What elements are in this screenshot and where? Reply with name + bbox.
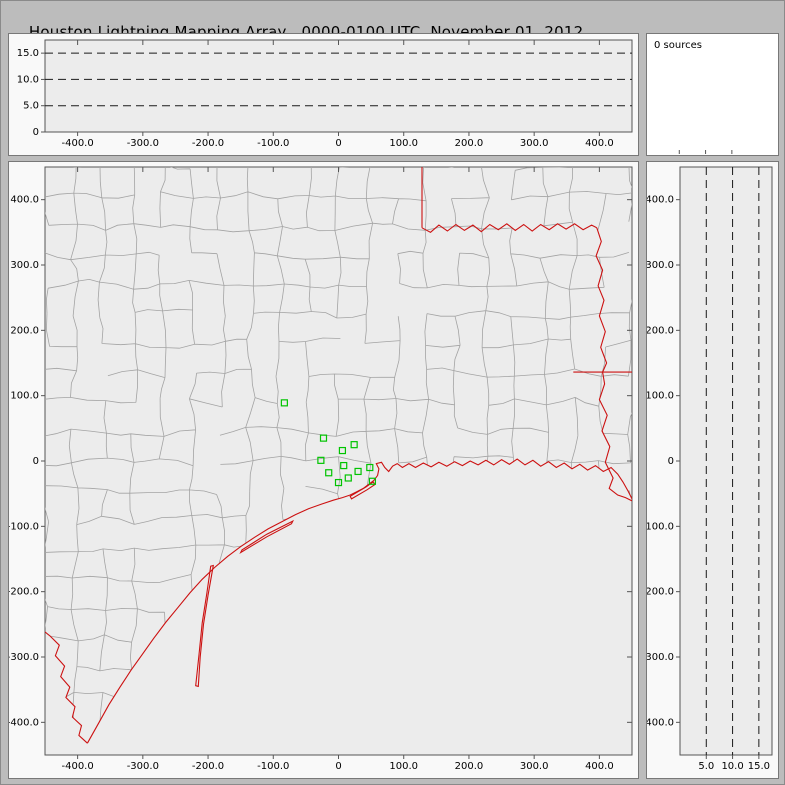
lma-station-marker xyxy=(338,446,347,455)
barrier-island xyxy=(195,564,214,688)
lma-station-marker xyxy=(368,477,377,485)
svg-text:-100.0: -100.0 xyxy=(257,761,289,772)
svg-text:-100.0: -100.0 xyxy=(257,138,289,149)
altitude-ns-panel[interactable]: 400.0 300.0 200.0 100.0 0 -100.0 -200.0 -300.0 -… xyxy=(646,161,779,779)
svg-text:10.0: 10.0 xyxy=(17,74,39,85)
svg-text:5.0: 5.0 xyxy=(698,761,714,772)
sources-panel: 0 sources xyxy=(646,33,779,156)
svg-text:0: 0 xyxy=(335,761,341,772)
sources-histogram[interactable] xyxy=(647,34,778,155)
plan-view-panel[interactable]: -400.0 -300.0 -200.0 -100.0 0 100.0 200.0 300.0… xyxy=(8,161,639,779)
svg-text:-200.0: -200.0 xyxy=(647,587,674,598)
svg-text:15.0: 15.0 xyxy=(748,761,770,772)
svg-text:-100.0: -100.0 xyxy=(9,521,39,532)
svg-text:0: 0 xyxy=(335,138,341,149)
svg-text:-300.0: -300.0 xyxy=(647,652,674,663)
svg-text:400.0: 400.0 xyxy=(585,761,614,772)
svg-text:200.0: 200.0 xyxy=(455,761,484,772)
svg-text:-400.0: -400.0 xyxy=(9,717,39,728)
svg-text:200.0: 200.0 xyxy=(455,138,484,149)
title-bar: Houston Lightning Mapping Array 0000-010… xyxy=(9,5,776,41)
lma-station-marker xyxy=(344,474,352,482)
svg-text:-300.0: -300.0 xyxy=(9,652,39,663)
plan-view-map[interactable]: -400.0 -300.0 -200.0 -100.0 0 100.0 200.0 300.0… xyxy=(9,162,638,778)
svg-text:400.0: 400.0 xyxy=(10,195,39,206)
altitude-ns-plot[interactable]: 400.0 300.0 200.0 100.0 0 -100.0 -200.0 -300.0 -… xyxy=(647,162,778,778)
svg-text:-200.0: -200.0 xyxy=(9,587,39,598)
svg-text:300.0: 300.0 xyxy=(10,260,39,271)
svg-text:-400.0: -400.0 xyxy=(61,138,93,149)
altitude-ew-panel[interactable]: 0 5.0 10.0 15.0 -400.0 -300.0 -200.0 -100.0 0 100… xyxy=(8,33,639,156)
svg-text:-200.0: -200.0 xyxy=(192,138,224,149)
barrier-island xyxy=(349,481,376,500)
lma-station-marker xyxy=(334,478,343,487)
lma-station-marker xyxy=(319,434,328,442)
state-borders xyxy=(45,167,632,744)
svg-text:0: 0 xyxy=(668,456,674,467)
lma-station-marker xyxy=(280,399,288,407)
svg-text:400.0: 400.0 xyxy=(647,195,674,206)
lma-station-marker xyxy=(340,461,348,470)
coastline xyxy=(86,458,632,744)
svg-text:100.0: 100.0 xyxy=(389,761,418,772)
lma-station-marker xyxy=(317,456,325,464)
source-count-label: 0 sources xyxy=(654,40,702,51)
lma-station-marker xyxy=(366,463,374,472)
svg-text:-300.0: -300.0 xyxy=(127,761,159,772)
svg-text:10.0: 10.0 xyxy=(721,761,743,772)
lma-station-marker xyxy=(354,467,362,476)
svg-text:100.0: 100.0 xyxy=(10,391,39,402)
svg-text:-400.0: -400.0 xyxy=(61,761,93,772)
barrier-island xyxy=(239,519,295,554)
svg-text:100.0: 100.0 xyxy=(389,138,418,149)
svg-text:0: 0 xyxy=(33,456,39,467)
lma-station-marker xyxy=(325,469,333,477)
svg-text:15.0: 15.0 xyxy=(17,48,39,59)
lma-station-marker xyxy=(350,441,358,449)
svg-text:-300.0: -300.0 xyxy=(127,138,159,149)
svg-text:0: 0 xyxy=(33,127,39,138)
svg-text:400.0: 400.0 xyxy=(585,138,614,149)
svg-text:-200.0: -200.0 xyxy=(192,761,224,772)
svg-text:200.0: 200.0 xyxy=(10,325,39,336)
altitude-ew-plot[interactable]: 0 5.0 10.0 15.0 -400.0 -300.0 -200.0 -100.0 0 100… xyxy=(9,34,638,155)
svg-text:200.0: 200.0 xyxy=(647,325,674,336)
rio-grande-border xyxy=(45,631,88,744)
svg-text:-400.0: -400.0 xyxy=(647,717,674,728)
svg-text:300.0: 300.0 xyxy=(520,761,549,772)
svg-text:300.0: 300.0 xyxy=(520,138,549,149)
svg-text:5.0: 5.0 xyxy=(23,101,39,112)
svg-text:-100.0: -100.0 xyxy=(647,521,674,532)
svg-text:300.0: 300.0 xyxy=(647,260,674,271)
svg-text:100.0: 100.0 xyxy=(647,391,674,402)
lma-stations xyxy=(280,399,377,487)
